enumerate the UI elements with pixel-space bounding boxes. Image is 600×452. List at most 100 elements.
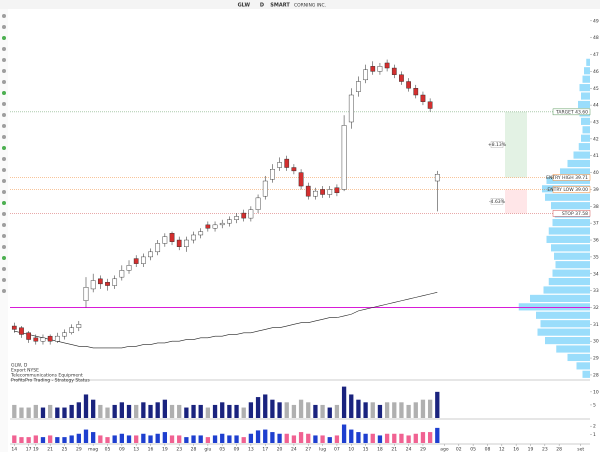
- tool-icon[interactable]: [2, 179, 6, 183]
- tool-icon[interactable]: [2, 69, 6, 73]
- candle-body: [370, 66, 376, 72]
- tool-icon[interactable]: [2, 245, 6, 249]
- volume-bar: [184, 407, 189, 418]
- volume-bar: [306, 402, 311, 418]
- tool-icon[interactable]: [2, 14, 6, 18]
- volume-bar: [406, 435, 411, 443]
- tool-icon[interactable]: [2, 36, 6, 40]
- legend-text: GLW, D: [11, 363, 28, 369]
- x-tick-label: 14: [11, 447, 17, 452]
- volume-bar: [91, 399, 96, 418]
- volume-bar: [377, 404, 383, 418]
- candle-body: [33, 337, 39, 342]
- x-tick-label: 29: [76, 447, 82, 452]
- tool-icon[interactable]: [2, 102, 6, 106]
- volume-bar: [349, 429, 354, 443]
- candle-body: [227, 219, 232, 224]
- level-label: STOP 37.58: [562, 211, 588, 217]
- tool-icon[interactable]: [2, 267, 6, 271]
- tool-icon[interactable]: [2, 58, 6, 62]
- volume-bar: [177, 404, 182, 418]
- volume-bar: [263, 394, 268, 418]
- y-tick-label: 34: [593, 271, 599, 277]
- symbol[interactable]: GLW: [238, 3, 251, 9]
- candle-body: [126, 265, 132, 271]
- x-tick-label: mag: [88, 448, 98, 452]
- volume-bar: [19, 437, 24, 443]
- volume-bar: [105, 407, 110, 418]
- tool-icon[interactable]: [2, 80, 6, 84]
- tool-icon[interactable]: [2, 278, 6, 282]
- y-tick-label: 29: [593, 356, 599, 362]
- tool-icon[interactable]: [2, 168, 6, 172]
- volume-bar: [40, 437, 46, 443]
- volume-bar: [270, 432, 275, 443]
- volume-bar: [392, 433, 397, 443]
- profile-bar: [518, 303, 590, 311]
- volume-bar: [141, 433, 146, 443]
- annotation-box: [490, 198, 504, 205]
- volume-bar: [212, 435, 218, 443]
- tool-icon[interactable]: [2, 91, 6, 95]
- volume-bar: [255, 397, 261, 418]
- volume-bar: [241, 437, 246, 443]
- tool-icon[interactable]: [2, 157, 6, 161]
- candle-body: [284, 158, 290, 168]
- y-tick-label: 28: [593, 372, 599, 378]
- tool-icon[interactable]: [2, 234, 6, 238]
- tool-icon[interactable]: [2, 124, 6, 128]
- tool-icon[interactable]: [2, 289, 6, 293]
- y-tick-label: 42: [593, 136, 599, 142]
- candle-body: [148, 251, 153, 258]
- profile-bar: [567, 159, 590, 168]
- tool-icon[interactable]: [2, 212, 6, 216]
- exchange[interactable]: SMART: [270, 3, 290, 9]
- volume-bar: [420, 432, 426, 443]
- annotation-box: [490, 141, 504, 148]
- volume-bar: [248, 402, 254, 418]
- candle-body: [205, 224, 211, 229]
- tool-icon[interactable]: [2, 223, 6, 227]
- candle-body: [298, 172, 304, 187]
- profile-bar: [548, 227, 590, 235]
- tool-icon[interactable]: [2, 201, 6, 205]
- volume-bar: [341, 386, 347, 418]
- volume-bar: [334, 435, 340, 443]
- candle-body: [234, 216, 239, 220]
- volume-bar: [234, 404, 239, 418]
- annotation: +8.13%: [488, 142, 507, 148]
- volume-bar: [55, 437, 60, 443]
- candle-body: [413, 88, 419, 96]
- y-tick-label: 36: [593, 238, 599, 244]
- tool-icon[interactable]: [2, 47, 6, 51]
- x-tick-label: 25: [62, 447, 68, 452]
- profile-bar: [582, 370, 590, 378]
- candle-body: [40, 337, 46, 342]
- profile-bar: [582, 75, 590, 83]
- profile-bar: [545, 193, 590, 201]
- tool-icon[interactable]: [2, 113, 6, 117]
- volume-bar: [33, 435, 38, 443]
- x-tick-label: 13: [133, 447, 139, 452]
- x-tick-label: 12: [499, 447, 505, 452]
- x-tick-label: 24: [406, 447, 412, 452]
- tool-icon[interactable]: [2, 256, 6, 260]
- volume-bar: [184, 437, 189, 443]
- candle-body: [391, 67, 397, 75]
- volume-bar: [420, 399, 426, 418]
- y-tick-label: 33: [593, 288, 599, 294]
- tool-icon[interactable]: [2, 135, 6, 139]
- tool-icon[interactable]: [2, 190, 6, 194]
- profile-bar: [530, 294, 590, 303]
- volume-bar: [191, 435, 196, 443]
- volume-bar: [270, 399, 275, 418]
- volume-bar: [98, 404, 103, 418]
- tool-icon[interactable]: [2, 146, 6, 150]
- toolbar: [0, 9, 8, 452]
- tool-icon[interactable]: [2, 25, 6, 29]
- x-tick-label: 28: [191, 447, 197, 452]
- profile-bar: [537, 328, 590, 336]
- period[interactable]: D: [260, 3, 264, 9]
- volume-bar: [363, 433, 368, 443]
- volume-bar: [155, 402, 160, 418]
